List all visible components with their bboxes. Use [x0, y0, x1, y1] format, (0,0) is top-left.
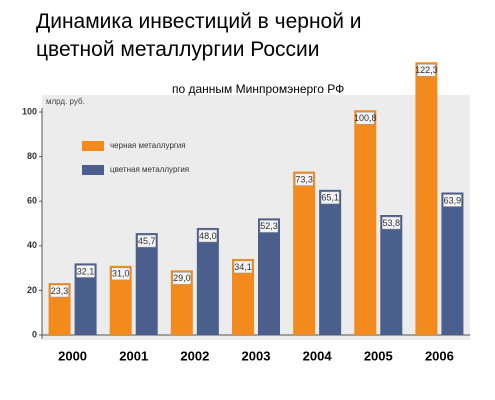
x-tick-label: 2003 [242, 348, 271, 363]
y-tick-label: 0 [32, 329, 37, 339]
value-label: 48,0 [199, 231, 217, 241]
x-tick-label: 2006 [425, 348, 454, 363]
bar [109, 265, 132, 335]
value-label-box [76, 265, 95, 278]
y-tick-label: 20 [27, 285, 37, 295]
value-label: 32,1 [77, 266, 95, 276]
value-label: 100,8 [354, 113, 377, 123]
bar [74, 263, 97, 335]
value-label: 29,0 [173, 273, 191, 283]
x-tick-label: 2005 [364, 348, 393, 363]
value-label-box [233, 260, 253, 274]
bar [293, 171, 316, 335]
y-tick-label: 80 [27, 151, 37, 161]
bar [196, 227, 219, 335]
bar [258, 218, 280, 335]
chart-subtitle: по данным Минпромэнерго РФ [172, 82, 344, 96]
bar [441, 192, 464, 335]
value-label: 52,3 [260, 221, 278, 231]
y-tick-label: 60 [27, 196, 37, 206]
value-label: 122,3 [415, 65, 438, 75]
legend-label: черная металлургия [110, 141, 186, 150]
value-label: 23,3 [51, 286, 69, 296]
value-label-box [111, 267, 130, 281]
value-label-box [198, 229, 218, 243]
y-tick-label: 40 [27, 240, 37, 250]
chart-title: Динамика инвестиций в черной и цветной ме… [36, 10, 362, 61]
value-label-box [417, 64, 436, 77]
value-label: 73,3 [295, 174, 313, 184]
y-axis-label: млрд. руб. [46, 97, 85, 106]
x-tick-label: 2000 [58, 348, 87, 363]
bar [319, 189, 342, 335]
value-label: 31,0 [112, 269, 130, 279]
bar [170, 270, 193, 335]
bar [232, 258, 254, 335]
legend-label: цветная металлургия [110, 165, 189, 174]
value-label-box [137, 234, 156, 248]
y-tick-label: 100 [22, 106, 37, 116]
x-tick-label: 2004 [303, 348, 333, 363]
value-label: 34,1 [234, 262, 252, 272]
value-label-box [294, 173, 314, 186]
value-label: 45,7 [138, 236, 156, 246]
bar [135, 233, 158, 335]
bar [380, 215, 403, 335]
legend-swatch [82, 141, 104, 151]
legend-swatch [82, 165, 104, 175]
bar [415, 62, 438, 336]
value-label-box [443, 194, 462, 207]
x-tick-label: 2001 [119, 348, 148, 363]
value-label: 53,8 [383, 218, 401, 228]
x-tick-label: 2002 [180, 348, 209, 363]
value-label-box [320, 191, 340, 205]
value-label-box [172, 272, 192, 285]
value-label-box [50, 284, 69, 298]
value-label-box [259, 220, 279, 233]
value-label: 65,1 [321, 193, 339, 203]
plot-background [42, 95, 470, 340]
value-label: 63,9 [444, 195, 462, 205]
value-label-box [356, 111, 375, 125]
bar [354, 110, 377, 335]
value-label-box [382, 216, 401, 230]
